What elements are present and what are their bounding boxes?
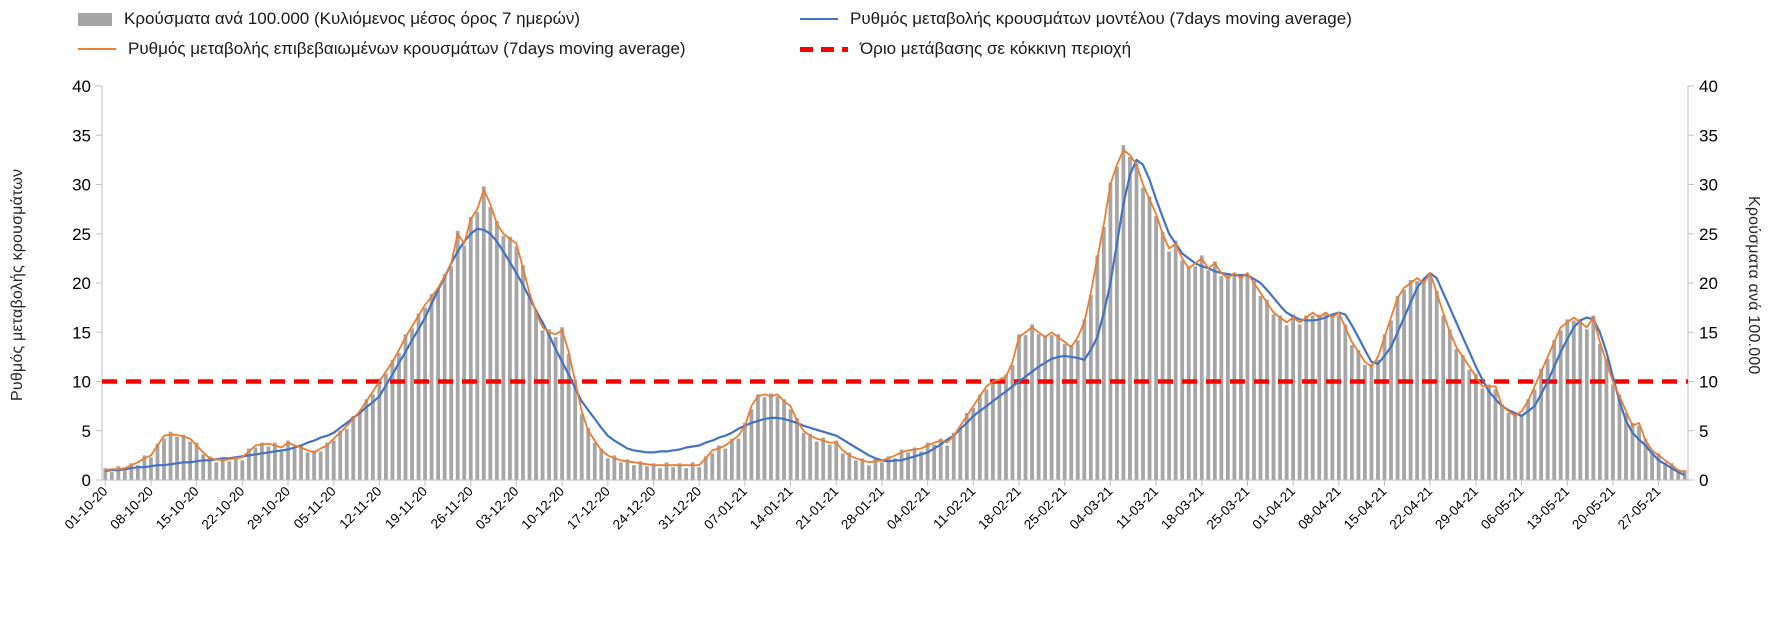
svg-text:14-01-21: 14-01-21	[747, 484, 796, 533]
svg-text:30: 30	[72, 176, 91, 195]
bars-swatch-icon	[78, 12, 112, 26]
svg-text:07-01-21: 07-01-21	[701, 484, 750, 533]
svg-text:25: 25	[72, 225, 91, 244]
svg-text:24-12-20: 24-12-20	[610, 484, 659, 533]
svg-text:5: 5	[82, 422, 91, 441]
svg-text:03-12-20: 03-12-20	[473, 484, 522, 533]
svg-text:29-04-21: 29-04-21	[1432, 484, 1481, 533]
svg-text:08-10-20: 08-10-20	[107, 484, 156, 533]
svg-text:25-03-21: 25-03-21	[1204, 484, 1253, 533]
svg-text:18-03-21: 18-03-21	[1158, 484, 1207, 533]
confirmed-line-swatch-icon	[78, 48, 116, 50]
legend-item-red-zone-threshold: Όριο μετάβασης σε κόκκινη περιοχή	[800, 39, 1131, 59]
legend-item-confirmed-rate: Ρυθμός μεταβολής επιβεβαιωμένων κρουσμάτ…	[78, 39, 686, 59]
svg-text:25-02-21: 25-02-21	[1021, 484, 1070, 533]
svg-text:01-10-20: 01-10-20	[62, 484, 111, 533]
svg-text:31-12-20: 31-12-20	[655, 484, 704, 533]
model-line-swatch-icon	[800, 18, 838, 20]
svg-text:11-02-21: 11-02-21	[930, 484, 978, 532]
legend-label-confirmed-rate: Ρυθμός μεταβολής επιβεβαιωμένων κρουσμάτ…	[128, 39, 686, 58]
svg-text:12-11-20: 12-11-20	[336, 484, 384, 532]
svg-text:40: 40	[1699, 77, 1718, 96]
svg-text:28-01-21: 28-01-21	[838, 484, 887, 533]
svg-text:01-04-21: 01-04-21	[1249, 484, 1298, 533]
svg-text:06-05-21: 06-05-21	[1478, 484, 1527, 533]
svg-text:19-11-20: 19-11-20	[382, 484, 430, 532]
svg-text:20: 20	[1699, 274, 1718, 293]
svg-text:15: 15	[1699, 323, 1718, 342]
svg-text:10-12-20: 10-12-20	[518, 484, 567, 533]
svg-text:13-05-21: 13-05-21	[1524, 484, 1573, 533]
svg-text:04-02-21: 04-02-21	[884, 484, 933, 533]
svg-text:15-10-20: 15-10-20	[153, 484, 202, 533]
svg-text:35: 35	[72, 126, 91, 145]
svg-text:35: 35	[1699, 126, 1718, 145]
svg-text:40: 40	[72, 77, 91, 96]
svg-text:27-05-21: 27-05-21	[1615, 484, 1664, 533]
svg-text:29-10-20: 29-10-20	[244, 484, 293, 533]
svg-text:0: 0	[1699, 471, 1708, 490]
svg-text:05-11-20: 05-11-20	[291, 484, 339, 532]
legend-item-cases-per-100k: Κρούσματα ανά 100.000 (Κυλιόμενος μέσος …	[78, 9, 580, 29]
legend-label-model-rate: Ρυθμός μεταβολής κρουσμάτων μοντέλου (7d…	[850, 9, 1352, 28]
right-axis-title: Κρούσματα ανά 100.000	[1745, 195, 1762, 375]
svg-text:08-04-21: 08-04-21	[1295, 484, 1344, 533]
svg-text:5: 5	[1699, 422, 1708, 441]
svg-text:18-02-21: 18-02-21	[975, 484, 1024, 533]
legend-item-model-rate: Ρυθμός μεταβολής κρουσμάτων μοντέλου (7d…	[800, 9, 1352, 29]
svg-text:17-12-20: 17-12-20	[564, 484, 613, 533]
svg-text:15-04-21: 15-04-21	[1341, 484, 1390, 533]
svg-text:20: 20	[72, 274, 91, 293]
svg-text:10: 10	[72, 373, 91, 392]
svg-text:26-11-20: 26-11-20	[428, 484, 476, 532]
svg-text:20-05-21: 20-05-21	[1569, 484, 1618, 533]
svg-text:11-03-21: 11-03-21	[1113, 484, 1161, 532]
svg-text:0: 0	[82, 471, 91, 490]
svg-text:30: 30	[1699, 176, 1718, 195]
svg-text:22-10-20: 22-10-20	[199, 484, 248, 533]
svg-text:04-03-21: 04-03-21	[1067, 484, 1116, 533]
svg-text:15: 15	[72, 323, 91, 342]
legend-label-cases-per-100k: Κρούσματα ανά 100.000 (Κυλιόμενος μέσος …	[124, 9, 581, 28]
svg-text:22-04-21: 22-04-21	[1386, 484, 1435, 533]
svg-text:10: 10	[1699, 373, 1718, 392]
legend-label-red-zone-threshold: Όριο μετάβασης σε κόκκινη περιοχή	[860, 39, 1132, 58]
svg-text:21-01-21: 21-01-21	[793, 484, 842, 533]
svg-text:25: 25	[1699, 225, 1718, 244]
threshold-dash-swatch-icon	[800, 46, 848, 52]
